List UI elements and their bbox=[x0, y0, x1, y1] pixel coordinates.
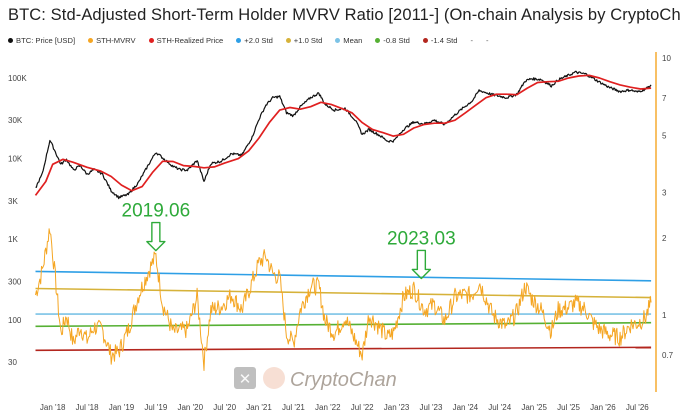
x-tick-label: Jul '24 bbox=[488, 403, 511, 412]
legend-item-btc-price-usd[interactable]: BTC: Price [USD] bbox=[8, 36, 75, 45]
x-tick-label: Jan '26 bbox=[590, 403, 616, 412]
chart-legend: BTC: Price [USD] STH-MVRV STH-Realized Pri… bbox=[8, 36, 489, 45]
x-tick-label: Jul '18 bbox=[76, 403, 99, 412]
right-tick-label: 5 bbox=[662, 131, 667, 140]
avatar-logo-icon bbox=[263, 367, 285, 389]
left-tick-label: 3K bbox=[8, 197, 18, 206]
legend-label: - bbox=[470, 36, 474, 45]
x-tick-label: Jul '21 bbox=[282, 403, 305, 412]
legend-label: -0.8 Std bbox=[383, 36, 410, 45]
legend-label: STH-Realized Price bbox=[156, 36, 224, 45]
series-line-sth-mvrv bbox=[35, 228, 652, 371]
annotation-arrow-icon bbox=[146, 221, 166, 252]
series-line-1-0-std bbox=[35, 287, 652, 299]
right-tick-label: 2 bbox=[662, 234, 667, 243]
left-tick-label: 100 bbox=[8, 316, 22, 325]
x-logo-icon bbox=[234, 367, 256, 389]
left-tick-label: 100K bbox=[8, 74, 27, 83]
annotation-label: 2019.06 bbox=[122, 201, 191, 222]
x-tick-label: Jul '23 bbox=[420, 403, 443, 412]
x-tick-label: Jan '18 bbox=[40, 403, 66, 412]
x-tick-label: Jan '22 bbox=[315, 403, 341, 412]
series-line-1-4-std bbox=[35, 346, 652, 352]
legend-item-mean[interactable]: Mean bbox=[335, 36, 362, 45]
series-line-sth-realized-price bbox=[34, 74, 652, 196]
right-tick-label: 0.7 bbox=[662, 351, 674, 360]
x-tick-label: Jul '26 bbox=[626, 403, 649, 412]
x-tick-label: Jan '24 bbox=[453, 403, 479, 412]
legend-swatch bbox=[285, 38, 291, 43]
legend-label: BTC: Price [USD] bbox=[16, 36, 76, 45]
annotation-2019-06: 2019.06 bbox=[122, 201, 191, 252]
series-line-2-0-std bbox=[35, 270, 652, 282]
left-tick-label: 1K bbox=[8, 235, 18, 244]
watermark-text: CryptoChan bbox=[290, 369, 397, 391]
x-tick-label: Jul '20 bbox=[213, 403, 236, 412]
x-tick-label: Jan '23 bbox=[384, 403, 410, 412]
legend-item-sth-realized-price[interactable]: STH-Realized Price bbox=[148, 36, 224, 45]
legend-item-blank-9[interactable]: - bbox=[486, 36, 489, 45]
annotation-label: 2023.03 bbox=[387, 228, 456, 249]
x-tick-label: Jan '25 bbox=[521, 403, 547, 412]
x-tick-label: Jan '19 bbox=[109, 403, 135, 412]
legend-swatch bbox=[335, 38, 341, 43]
x-logo-glyph: ✕ bbox=[239, 370, 252, 388]
right-tick-label: 1 bbox=[662, 311, 667, 320]
x-tick-label: Jul '19 bbox=[144, 403, 167, 412]
watermark: ✕ CryptoChan bbox=[234, 367, 397, 391]
x-tick-label: Jul '22 bbox=[351, 403, 374, 412]
legend-item-blank-8[interactable]: - bbox=[470, 36, 473, 45]
legend-swatch bbox=[8, 38, 13, 43]
series-line-btc-price-usd bbox=[35, 70, 652, 200]
left-tick-label: 10K bbox=[8, 155, 23, 164]
x-tick-label: Jul '25 bbox=[557, 403, 580, 412]
x-tick-label: Jan '21 bbox=[246, 403, 272, 412]
legend-swatch bbox=[88, 38, 94, 43]
legend-item-0-8-std[interactable]: -0.8 Std bbox=[375, 36, 410, 45]
legend-swatch bbox=[236, 38, 242, 43]
legend-item-1-4-std[interactable]: -1.4 Std bbox=[422, 36, 458, 45]
legend-label: Mean bbox=[343, 36, 363, 45]
legend-label: STH-MVRV bbox=[96, 36, 136, 45]
legend-label: - bbox=[486, 36, 489, 45]
legend-label: -1.4 Std bbox=[430, 36, 458, 45]
legend-item-2-0-std[interactable]: +2.0 Std bbox=[236, 36, 273, 45]
left-tick-label: 30K bbox=[8, 116, 23, 125]
right-tick-label: 3 bbox=[662, 188, 667, 197]
legend-item-1-0-std[interactable]: +1.0 Std bbox=[285, 36, 323, 45]
legend-label: +1.0 Std bbox=[293, 36, 323, 45]
right-tick-label: 10 bbox=[662, 54, 671, 63]
legend-swatch bbox=[148, 38, 154, 43]
annotation-2023-03: 2023.03 bbox=[387, 228, 456, 280]
legend-swatch bbox=[422, 38, 428, 43]
left-tick-label: 300 bbox=[8, 277, 22, 286]
chart-title: BTC: Std-Adjusted Short-Term Holder MVRV… bbox=[8, 6, 680, 24]
legend-item-sth-mvrv[interactable]: STH-MVRV bbox=[88, 36, 136, 45]
x-tick-label: Jan '20 bbox=[177, 403, 203, 412]
legend-swatch bbox=[375, 38, 381, 43]
left-tick-label: 30 bbox=[8, 358, 17, 367]
legend-label: +2.0 Std bbox=[244, 36, 273, 45]
right-tick-label: 7 bbox=[662, 94, 667, 103]
annotation-arrow-icon bbox=[411, 249, 432, 280]
